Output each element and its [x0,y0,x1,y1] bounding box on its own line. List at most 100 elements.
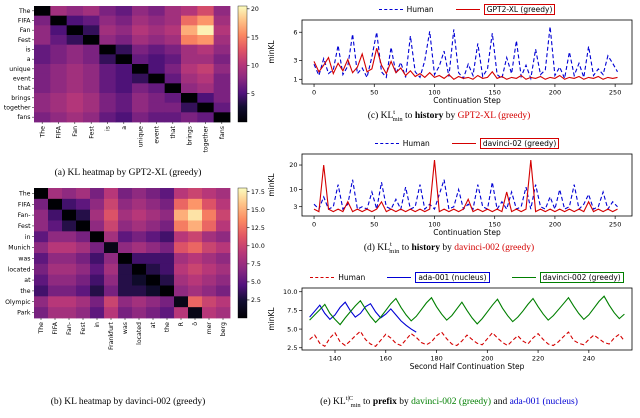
heatmap-cell [66,15,84,26]
series-human [313,179,618,211]
x-tick-label: a [121,126,128,130]
heatmap-cell [132,44,149,55]
heatmap-cell [34,274,49,286]
heatmap-cell [83,64,100,75]
x-axis-label: Second Half Continuation Step [410,362,525,371]
heatmap-cell [90,188,105,200]
caption-d-to: to [399,243,412,254]
x-tick-label: in [94,322,101,328]
x-tick-label: FIFA [56,125,63,138]
heatmap-cell [76,274,91,286]
caption-d-sup: t [389,241,392,248]
y-tick-label: FIFA [18,18,31,25]
heatmap-cell [132,242,147,254]
heatmap-cell [115,83,133,94]
heatmap-cell [118,242,133,254]
legend-line-sample [310,277,335,278]
caption-c-sup: t [393,109,396,116]
y-tick-label: The [18,8,31,15]
heatmap-cell [104,198,119,211]
heatmap-cell [202,231,217,243]
heatmap-cell [34,35,51,46]
x-tick-label: 200 [549,89,561,97]
caption-plot-c: (c) KLtmin to history by GPT2-XL (greedy… [258,107,640,126]
heatmap-cell [148,64,166,75]
y-tick-label: was [18,255,30,262]
heatmap-cell [181,35,198,46]
heatmap-cell [66,73,84,84]
heatmap-cell [99,83,117,94]
heatmap-cell [48,231,63,243]
heatmap-cell [146,263,161,276]
heatmap-cell [34,253,49,265]
x-tick-label: berg [220,322,227,336]
x-tick-label: 200 [549,221,561,229]
minkl-history-davinci002-chart: 0 50 100 150 200 250 3 10 20 Continuation Step min… [267,153,633,237]
heatmap-cell [202,285,217,297]
heatmap-cell [197,54,215,65]
x-tick-label: unique [137,126,144,147]
heatmap-cell [160,209,175,221]
heatmap-cell [181,112,198,123]
x-axis-label: Continuation Step [433,96,501,105]
heatmap-cell [160,198,175,211]
heatmap-cell [164,44,182,55]
heatmap-cell [50,15,68,26]
heatmap-cell [174,263,189,276]
caption-e-model2: ada-001 (nucleus) [509,397,578,408]
x-tick-label: ö [192,322,199,326]
heatmap-cell [76,307,91,319]
heatmap-cell [62,188,77,200]
heatmap-cell [115,64,133,75]
caption-c-to: to [402,111,415,122]
heatmap-cell [164,25,182,36]
colorbar-tick-label: 10 [251,63,259,70]
x-tick-label: 180 [430,355,442,363]
heatmap-cell [202,209,217,221]
colorbar-tick-label: 20 [251,6,259,13]
legend-label: Human [406,5,434,14]
heatmap-cell [188,242,203,254]
series-ada-001-nucleus- [309,301,417,333]
heatmap-cell [148,6,166,17]
heatmap-cell [118,198,133,211]
heatmap-cell [90,209,105,221]
heatmap-cell [213,102,231,113]
x-tick-label: 0 [312,221,316,229]
heatmap-cell [188,274,203,286]
legend-label: Human [402,139,430,148]
heatmap-cell [118,285,133,297]
heatmap-cell [132,263,147,276]
heatmap-cell [48,253,63,265]
minkl-history-gpt2xl-chart: 0 50 100 150 200 250 1 3 6 Continuation Step minKL [267,19,633,105]
colorbar-tick-label: 17.5 [251,189,265,196]
heatmap-cell [202,307,217,319]
heatmap-cell [76,263,91,276]
heatmap-cell [197,25,215,36]
heatmap-cell [34,25,51,36]
heatmap-cell [216,188,231,200]
x-tick-label: The [38,322,45,335]
heatmap-cell [50,44,68,55]
heatmap-cell [164,15,182,26]
colorbar-tick-label: 5 [251,91,255,98]
caption-c-key: history [414,111,444,122]
heatmap-cell [132,102,149,113]
heatmap-cell [213,93,231,104]
heatmap-cell [202,198,217,211]
y-tick-label: 7.5 [287,307,297,315]
heatmap-cell [115,93,133,104]
heatmap-cell [34,73,51,84]
y-tick-label: fans [17,114,30,121]
x-tick-label: located [136,322,143,345]
heatmap-cell [76,296,91,308]
series-davinci-002-greedy- [309,295,625,326]
heatmap-cell [115,35,133,46]
heatmap-cell [188,209,203,221]
heatmap-cell [66,64,84,75]
heatmap-cell [90,242,105,254]
heatmap-cell [174,274,189,286]
heatmap-cell [34,296,49,308]
heatmap-cell [213,83,231,94]
heatmap-cell [104,220,119,232]
